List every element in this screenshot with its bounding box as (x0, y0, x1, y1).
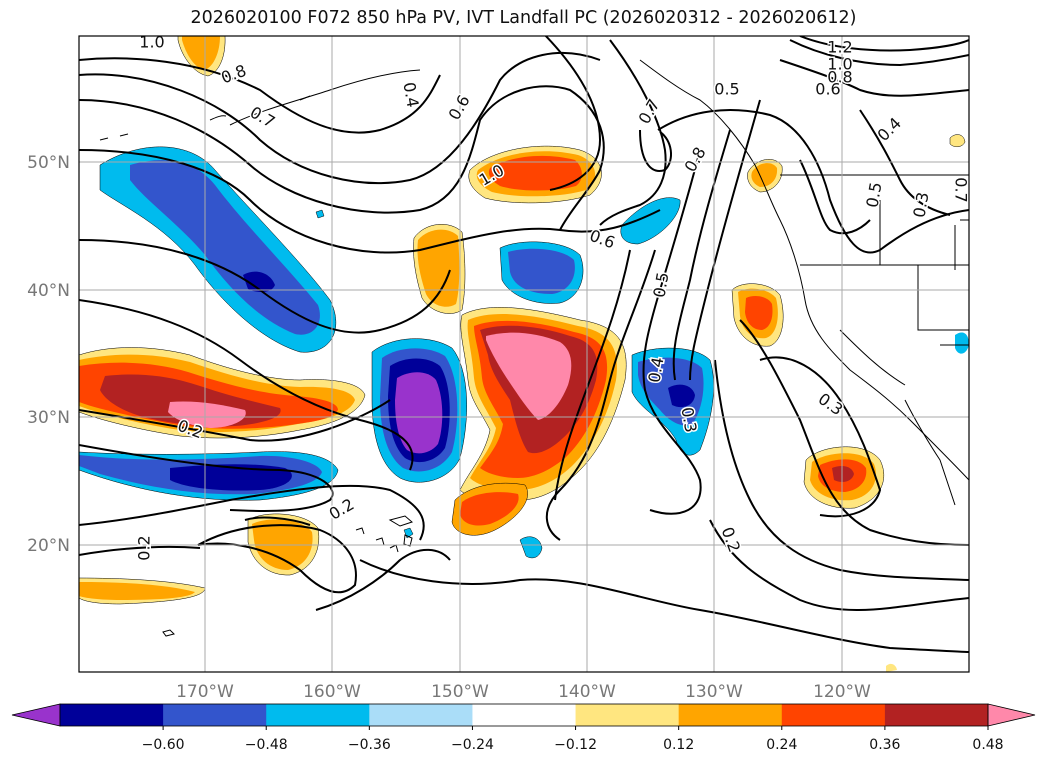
colorbar-frame (59, 703, 989, 727)
colorbar-tick-label: −0.48 (245, 737, 288, 753)
contour-label: 0.8 (827, 68, 852, 87)
gridlines (79, 36, 969, 672)
contour-label: 0.5 (714, 80, 739, 99)
colorbar-swatch (575, 704, 680, 726)
pv-contours (79, 36, 969, 653)
coastlines (99, 59, 969, 637)
colorbar-tick-label: 0.36 (869, 737, 900, 753)
colorbar-extend-low (11, 703, 61, 727)
colorbar-tick-label: 0.48 (972, 737, 1003, 753)
colorbar-swatch (781, 704, 886, 726)
contour-label: 1.0 (827, 55, 852, 74)
lon-tick: 150°W (431, 682, 489, 702)
lon-tick-labels: 170°W 160°W 150°W 140°W 130°W 120°W (176, 682, 871, 702)
lon-tick: 130°W (685, 682, 743, 702)
colorbar-tick-label: −0.12 (554, 737, 597, 753)
colorbar: −0.60 −0.48 −0.36 −0.24 −0.12 0.12 0.24 0.36 0.4… (11, 703, 1036, 753)
contour-label: 1.0 (139, 33, 164, 52)
colorbar-swatch (60, 704, 164, 726)
lat-tick: 30°N (27, 408, 70, 428)
lon-tick: 120°W (813, 682, 871, 702)
contour-label: 0.7 (952, 177, 971, 202)
colorbar-tick-label: 0.24 (766, 737, 797, 753)
lat-tick: 20°N (27, 536, 70, 556)
lat-tick: 40°N (27, 281, 70, 301)
colorbar-tick-label: −0.36 (348, 737, 391, 753)
map-area: 1.00.80.7 0.60.40.80.70.50.60.50.40.30.20… (79, 33, 971, 672)
figure-title: 2026020100 F072 850 hPa PV, IVT Landfall… (190, 8, 857, 28)
contour-label: 0.3 (677, 406, 700, 434)
colorbar-tick-label: −0.24 (451, 737, 494, 753)
lat-tick: 50°N (27, 153, 70, 173)
colorbar-swatch (266, 704, 370, 726)
contour-label: 1.2 (827, 38, 852, 57)
map-frame (78, 35, 970, 673)
colorbar-swatch (678, 704, 783, 726)
lon-tick: 140°W (558, 682, 616, 702)
colorbar-swatch (163, 704, 267, 726)
contour-label: 0.2 (135, 535, 154, 560)
colorbar-extend-high (987, 703, 1036, 727)
colorbar-swatch (369, 704, 473, 726)
colorbar-swatch (472, 704, 577, 726)
contour-label: 0.3 (909, 191, 932, 219)
lon-tick: 160°W (303, 682, 361, 702)
lon-tick: 170°W (176, 682, 234, 702)
colorbar-swatch (884, 704, 989, 726)
contour-label: 0.5 (649, 271, 672, 299)
colorbar-tick-label: −0.60 (142, 737, 185, 753)
colorbar-tick-label: 0.12 (663, 737, 694, 753)
lat-tick-labels: 50°N 40°N 30°N 20°N (27, 153, 70, 556)
contour-label: 0.6 (815, 80, 840, 99)
